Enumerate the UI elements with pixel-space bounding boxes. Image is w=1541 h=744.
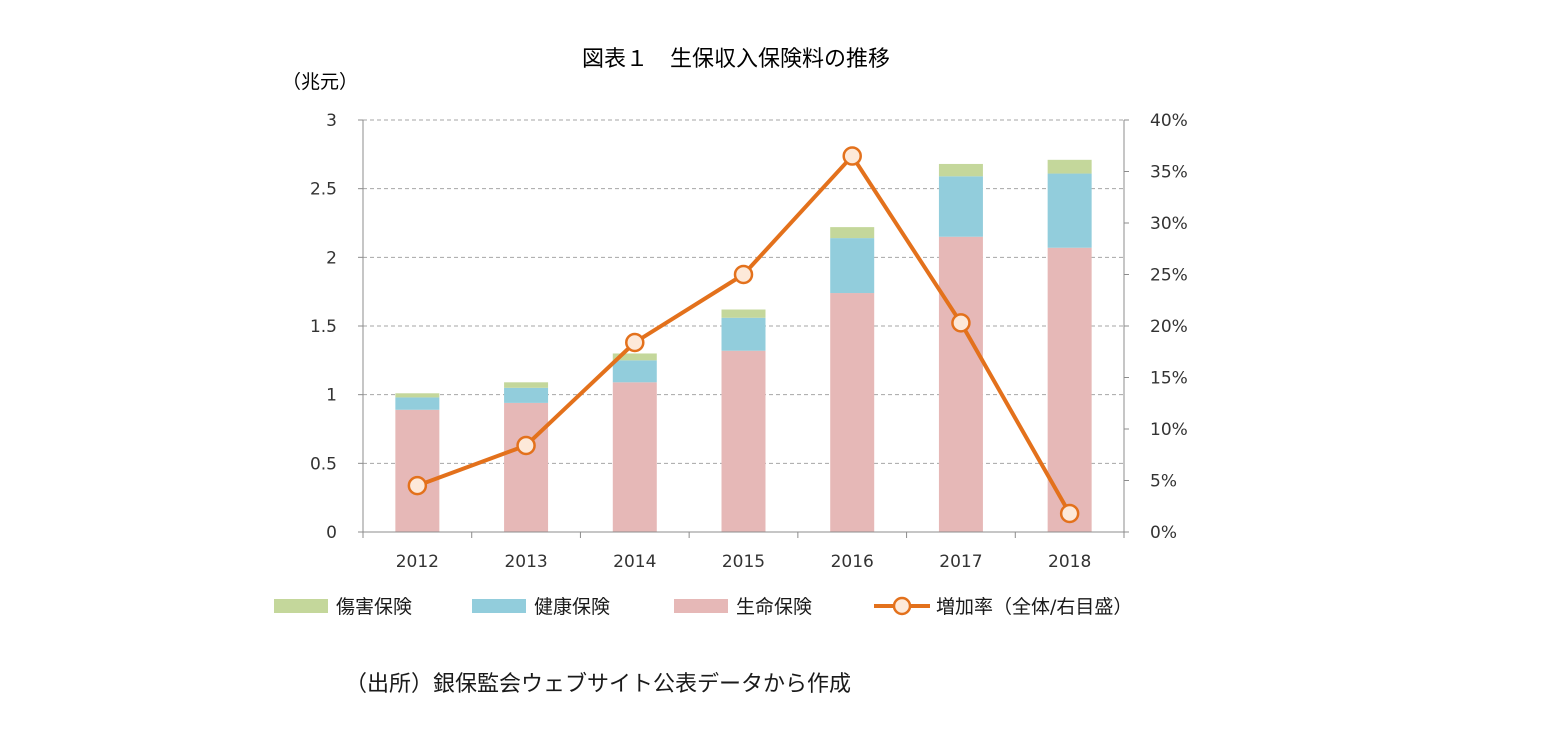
bar-segment — [612, 382, 657, 532]
x-tick-label: 2016 — [831, 552, 874, 572]
bar-segment — [1047, 173, 1092, 248]
bar-segment — [504, 387, 549, 403]
bar-segment — [504, 382, 549, 388]
bar-segment — [1047, 159, 1092, 174]
bar-segment — [721, 309, 766, 318]
y2-tick-label: 40% — [1150, 111, 1188, 131]
x-tick-label: 2014 — [613, 552, 656, 572]
bar-segment — [612, 353, 657, 361]
legend-swatch — [472, 599, 526, 613]
legend-label: 生命保険 — [736, 596, 812, 618]
y-tick-label: 0.5 — [310, 454, 337, 474]
chart-title: 図表１ 生保収入保険料の推移 — [582, 47, 890, 72]
bar-segment — [395, 397, 440, 410]
y2-tick-label: 20% — [1150, 317, 1188, 337]
y-tick-label: 3 — [326, 111, 337, 131]
legend: 傷害保険 健康保険 生命保険 増加率（全体/右目盛） — [274, 596, 1132, 618]
bar-segment — [938, 176, 983, 237]
growth-rate-point — [407, 475, 428, 496]
bar-segment — [504, 402, 549, 532]
legend-swatch — [674, 599, 728, 613]
y2-tick-label: 5% — [1150, 472, 1177, 492]
y2-tick-label: 35% — [1150, 163, 1188, 183]
growth-rate-line — [407, 146, 1080, 524]
growth-rate-point — [1059, 503, 1080, 524]
growth-rate-point — [951, 313, 971, 333]
growth-rate-point — [733, 264, 754, 285]
growth-rate-point — [516, 435, 536, 456]
x-tick-label: 2015 — [722, 552, 765, 572]
bar-segment — [612, 360, 657, 383]
y-tick-label: 0 — [326, 523, 337, 543]
y-tick-label: 2.5 — [310, 180, 337, 200]
y-axis-unit-label: （兆元） — [282, 71, 358, 93]
bar-segment — [395, 409, 440, 532]
legend-swatch — [274, 599, 328, 613]
x-tick-label: 2018 — [1048, 552, 1091, 572]
bar-segment — [830, 227, 875, 239]
x-tick-label: 2012 — [396, 552, 439, 572]
y2-tick-label: 25% — [1150, 266, 1188, 286]
right-y-axis-ticks: 0% 5% 10% 15% 20% 25% 30% 35% 40% — [1150, 111, 1188, 543]
bar-segment — [938, 163, 983, 177]
y2-tick-label: 0% — [1150, 523, 1177, 543]
growth-rate-point — [842, 146, 862, 166]
y2-tick-label: 15% — [1150, 369, 1188, 389]
x-tick-label: 2017 — [939, 552, 982, 572]
legend-line-marker — [892, 596, 912, 616]
y-tick-label: 1 — [326, 386, 337, 406]
bar-segment — [938, 236, 983, 532]
bar-segment — [395, 393, 440, 398]
x-axis-ticks: 2012 2013 2014 2015 2016 2017 2018 — [396, 552, 1092, 572]
bar-segment — [721, 317, 766, 351]
x-tick-label: 2013 — [504, 552, 547, 572]
stacked-bars — [395, 159, 1092, 532]
y-tick-label: 1.5 — [310, 317, 337, 337]
legend-label: 傷害保険 — [336, 596, 412, 618]
bar-segment — [830, 293, 875, 532]
y2-tick-label: 30% — [1150, 214, 1188, 234]
bar-segment — [830, 238, 875, 294]
legend-label: 増加率（全体/右目盛） — [936, 596, 1132, 618]
source-note: （出所）銀保監会ウェブサイト公表データから作成 — [345, 672, 852, 697]
y2-tick-label: 10% — [1150, 420, 1188, 440]
y-tick-label: 2 — [326, 248, 337, 268]
axes — [358, 119, 1129, 538]
legend-label: 健康保険 — [534, 596, 610, 618]
bar-segment — [721, 350, 766, 532]
left-y-axis-ticks: 0 0.5 1 1.5 2 2.5 3 — [310, 111, 337, 543]
growth-rate-point — [625, 332, 645, 353]
